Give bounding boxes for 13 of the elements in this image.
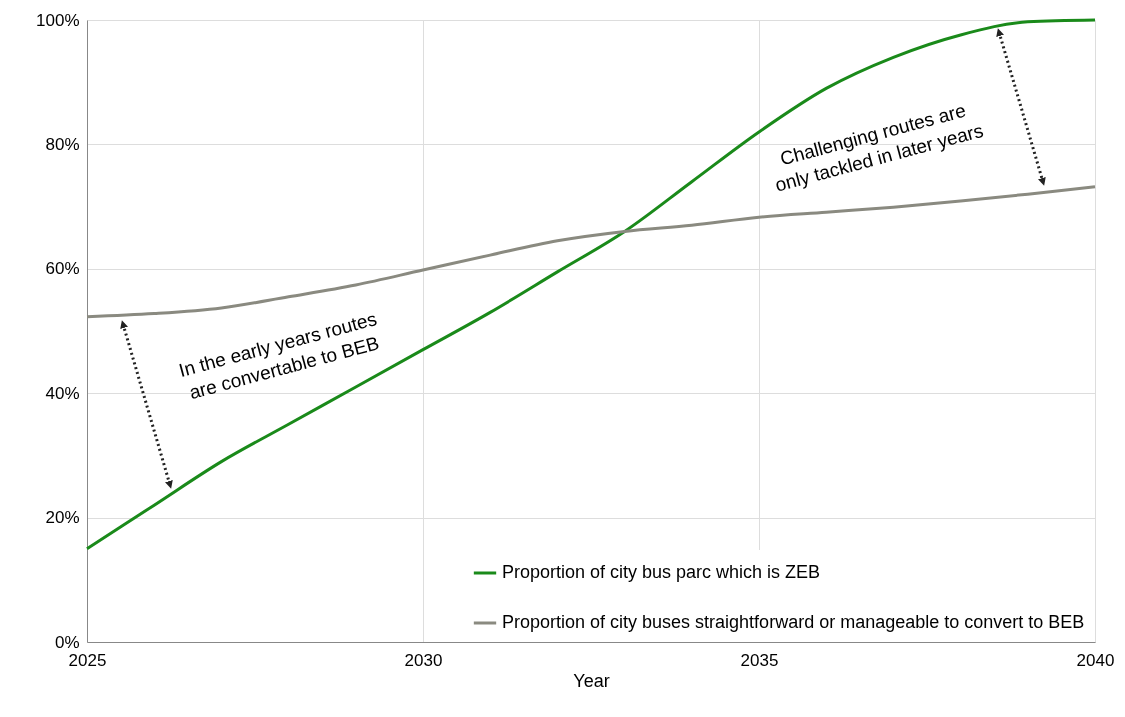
y-tick-label: 60% <box>45 259 80 279</box>
legend-label: Proportion of city buses straightforward or manageable to convert to BEB <box>502 612 1085 632</box>
x-tick-label: 2035 <box>740 650 779 670</box>
x-tick-label: 2030 <box>404 650 443 670</box>
x-tick-label: 2025 <box>68 650 107 670</box>
y-tick-label: 80% <box>45 134 80 154</box>
y-tick-label: 100% <box>36 10 80 30</box>
legend-label: Proportion of city bus parc which is ZEB <box>502 562 821 582</box>
x-axis-title: Year <box>573 670 610 691</box>
y-tick-label: 20% <box>45 508 80 528</box>
y-tick-label: 40% <box>45 383 80 403</box>
x-tick-label: 2040 <box>1076 650 1115 670</box>
y-tick-label: 0% <box>54 632 80 652</box>
